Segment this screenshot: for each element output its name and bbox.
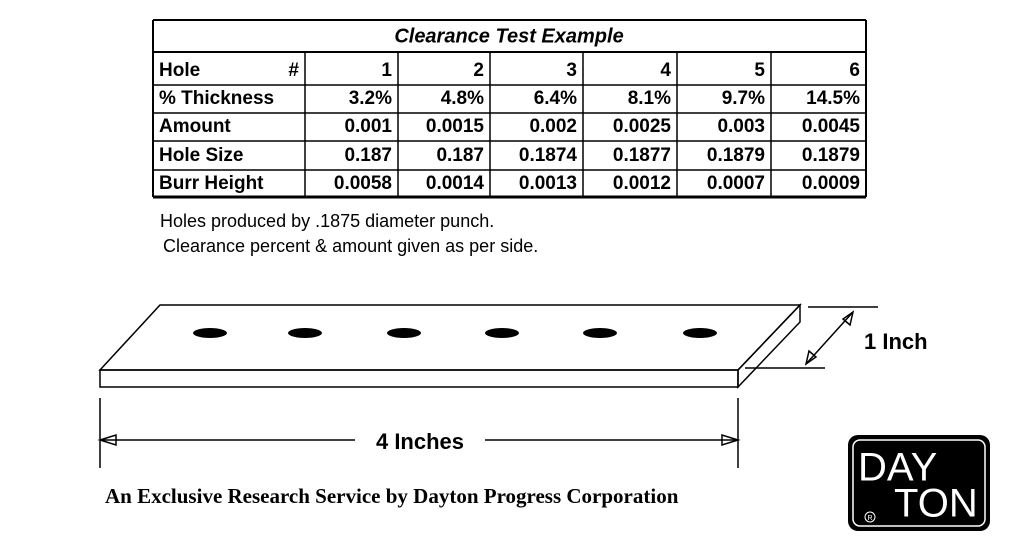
width-label: 1 Inch [864, 329, 928, 354]
cell: 0.002 [529, 116, 577, 137]
plate [97, 303, 878, 468]
row-label: Burr Height [159, 173, 264, 194]
table-title: Clearance Test Example [394, 25, 623, 47]
header-cell: 4 [660, 60, 671, 81]
row-label: % Thickness [159, 88, 274, 109]
table-grid [152, 19, 867, 199]
header-cell: 1 [381, 60, 392, 81]
cell: 0.0013 [519, 173, 577, 194]
cell: 3.2% [349, 88, 392, 109]
cell: 0.0045 [802, 116, 861, 137]
header-label: Hole [159, 60, 200, 81]
header-cell: 5 [754, 60, 765, 81]
cell: 0.003 [717, 116, 765, 137]
cell: 0.187 [436, 145, 484, 166]
cell: 6.4% [534, 88, 577, 109]
cell: 0.0025 [613, 116, 672, 137]
header-cell: 2 [473, 60, 484, 81]
cell: 0.001 [344, 116, 392, 137]
cell: 14.5% [806, 88, 860, 109]
cell: 0.0009 [802, 173, 860, 194]
cell: 0.187 [344, 145, 392, 166]
cell: 8.1% [628, 88, 671, 109]
logo: DAY TON R [848, 435, 990, 531]
note: Holes produced by .1875 diameter punch. [160, 211, 494, 231]
footer: An Exclusive Research Service by Dayton … [105, 484, 679, 508]
cell: 0.1879 [802, 145, 860, 166]
cell: 0.1877 [613, 145, 671, 166]
table-cells: 1 2 3 4 5 6 % Thickness 3.2% 4.8% 6.4% 8.1% 9.7% 14.… [159, 60, 860, 194]
header-mark: # [288, 60, 299, 81]
logo-text: TON [894, 482, 978, 526]
logo-mark: R [867, 515, 872, 522]
cell: 0.0058 [334, 173, 392, 194]
row-label: Amount [159, 116, 231, 137]
length-label: 4 Inches [376, 429, 464, 454]
cell: 9.7% [722, 88, 765, 109]
logo-text: DAY [858, 446, 937, 490]
row-label: Hole Size [159, 145, 243, 166]
header-cell: 6 [849, 60, 860, 81]
cell: 0.0014 [426, 173, 485, 194]
note: Clearance percent & amount given as per … [163, 236, 538, 256]
cell: 0.0012 [613, 173, 671, 194]
cell: 0.0015 [426, 116, 485, 137]
cell: 4.8% [441, 88, 484, 109]
cell: 0.1874 [519, 145, 578, 166]
cell: 0.1879 [707, 145, 765, 166]
header-cell: 3 [566, 60, 577, 81]
cell: 0.0007 [707, 173, 765, 194]
